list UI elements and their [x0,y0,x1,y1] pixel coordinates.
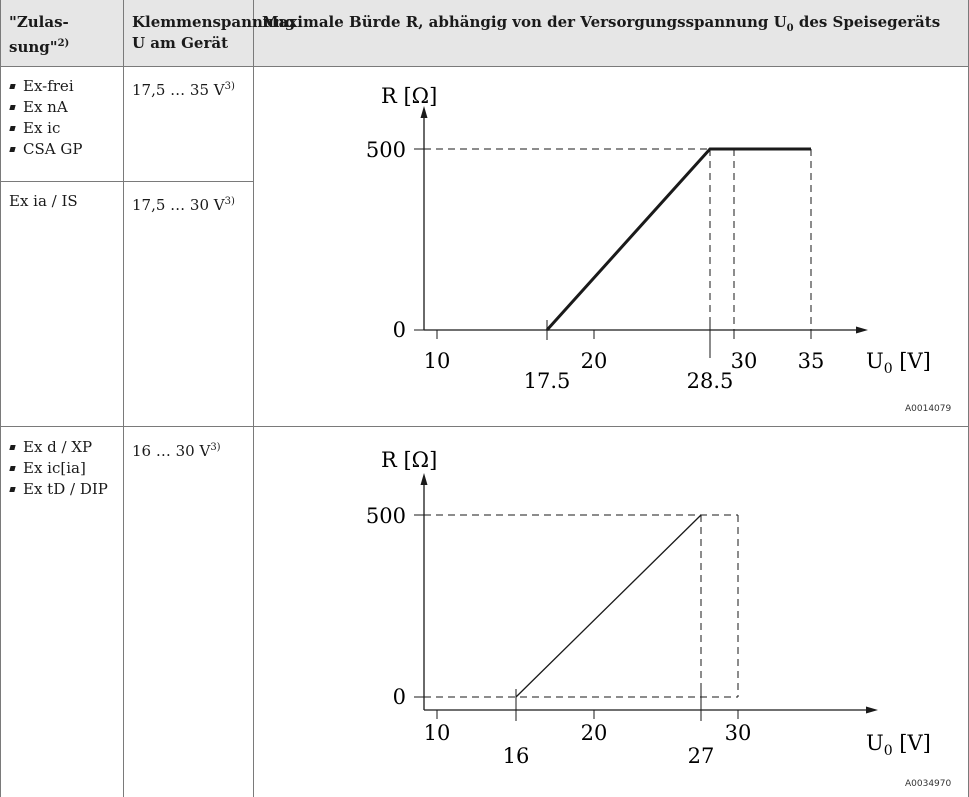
x-axis-arrow [856,326,868,334]
y-axis-label: R [Ω] [381,84,437,108]
row2-approvals: Ex ia / IS [9,192,78,210]
x-tick-label-20: 20 [581,349,608,373]
y-tick-label-0: 0 [393,685,406,709]
list-item: Ex ic[ia] [9,458,121,479]
list-item: Ex d / XP [9,437,121,458]
x-tick-label-30: 30 [731,349,758,373]
header-max-load: Maximale Bürde R, abhängig von der Verso… [262,13,941,34]
row3-approvals: Ex d / XP Ex ic[ia] Ex tD / DIP [9,437,121,500]
x-mark-label-28-5: 28.5 [687,369,734,393]
table-border-left [0,0,1,797]
list-item: Ex-frei [9,76,121,97]
row-divider-1 [0,181,253,182]
x-tick-label-20: 20 [581,721,608,745]
x-axis-label: U0 [V] [866,731,931,759]
y-axis-label: R [Ω] [381,448,437,472]
y-tick-label-0: 0 [393,318,406,342]
row1-approvals: Ex-frei Ex nA Ex ic CSA GP [9,76,121,160]
column-divider-2 [253,0,254,797]
x-tick-label-10: 10 [424,349,451,373]
y-axis-arrow [420,473,428,485]
header-approval: "Zulas-sung"2) [9,13,70,56]
x-tick-label-30: 30 [725,721,752,745]
x-tick-label-35: 35 [798,349,825,373]
row3-voltage: 16 … 30 V3) [132,442,221,460]
x-tick-label-10: 10 [424,721,451,745]
load-line-series [515,514,702,698]
x-axis-arrow [866,706,878,714]
header-terminal-voltage: Klemmenspannung U am Gerät [132,13,296,52]
x-mark-label-17-5: 17.5 [524,369,571,393]
list-item: CSA GP [9,139,121,160]
header-divider [0,66,969,67]
load-chart-2: R [Ω] 500 0 10 20 30 16 27 U0 [V] [366,448,931,768]
list-item: Ex nA [9,97,121,118]
list-item: Ex tD / DIP [9,479,121,500]
x-mark-label-16: 16 [503,744,530,768]
row1-voltage: 17,5 … 35 V3) [132,81,235,99]
figure-id-2: A0034970 [905,779,952,789]
row-divider-2 [0,426,969,427]
list-item: Ex ic [9,118,121,139]
x-mark-label-27: 27 [688,744,715,768]
y-tick-label-500: 500 [366,138,406,162]
x-axis-label: U0 [V] [866,349,931,377]
y-axis-arrow [420,106,428,118]
column-divider-1 [123,0,124,797]
load-chart-1: R [Ω] 500 0 10 20 30 35 17.5 28.5 U0 [V] [366,84,931,393]
row2-voltage: 17,5 … 30 V3) [132,196,235,214]
table-header-background [0,0,969,66]
figure-id-1: A0014079 [905,404,952,414]
y-tick-label-500: 500 [366,504,406,528]
load-line-series [545,147,811,332]
